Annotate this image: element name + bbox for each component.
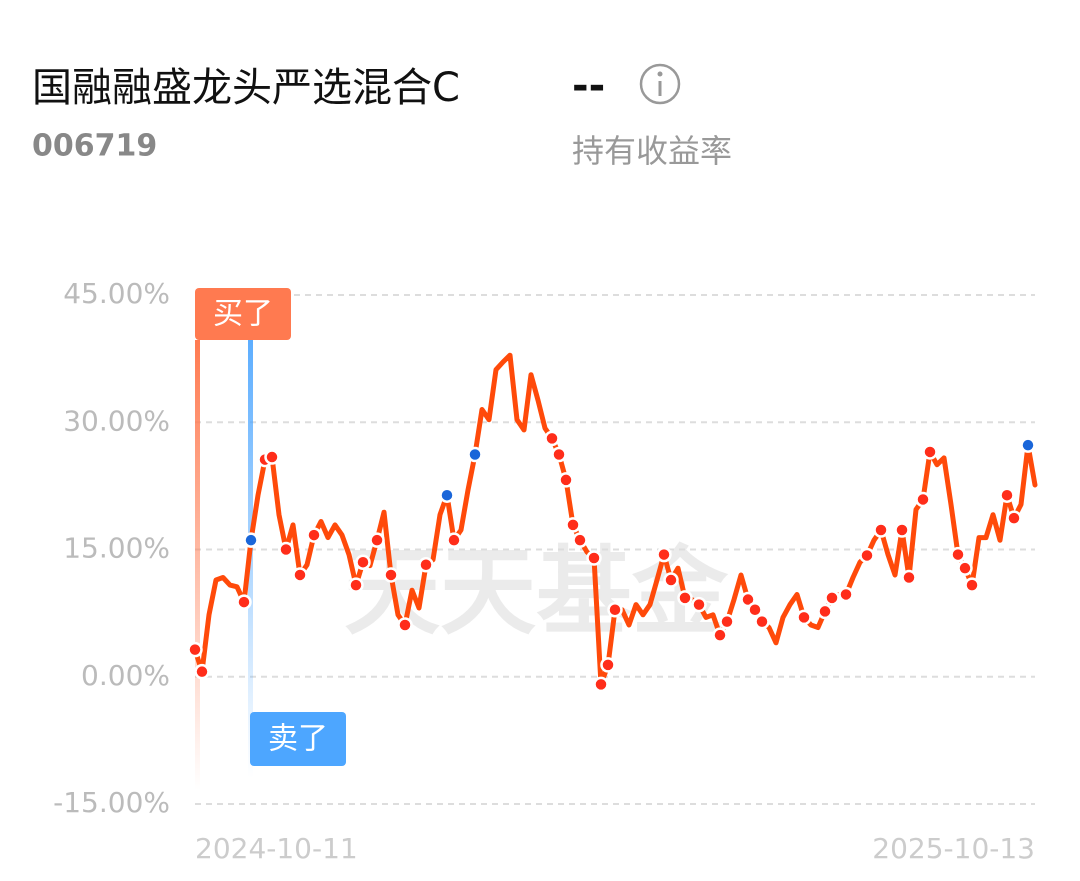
- buy-line: [195, 340, 200, 790]
- buy-point: [915, 491, 931, 508]
- buy-point: [950, 546, 966, 563]
- buy-point: [278, 541, 294, 558]
- buy-point: [901, 569, 917, 586]
- buy-point: [418, 557, 434, 573]
- buy-point: [873, 522, 889, 538]
- buy-point: [817, 603, 833, 620]
- y-tick-label: -15.00%: [53, 786, 170, 819]
- buy-point: [369, 532, 385, 548]
- sell-point: [1020, 437, 1036, 453]
- buy-point: [838, 586, 854, 603]
- buy-point: [957, 560, 973, 576]
- buy-point: [656, 546, 672, 563]
- buy-point: [691, 596, 707, 613]
- buy-point: [824, 590, 840, 606]
- buy-point: [593, 676, 609, 693]
- info-icon[interactable]: [639, 63, 681, 105]
- fund-title: 国融融盛龙头严选混合C: [32, 65, 460, 111]
- sell-badge-text: 卖了: [268, 722, 328, 757]
- buy-point: [194, 663, 210, 680]
- buy-badge-text: 买了: [213, 297, 273, 332]
- buy-point: [292, 567, 308, 583]
- value-caption: 持有收益率: [572, 132, 732, 170]
- buy-point: [999, 487, 1015, 503]
- buy-point: [306, 527, 322, 543]
- buy-point: [383, 567, 399, 583]
- buy-point: [677, 590, 693, 606]
- sell-point: [243, 532, 259, 548]
- fund-code: 006719: [32, 129, 157, 164]
- buy-point: [572, 532, 588, 548]
- buy-point: [586, 550, 602, 566]
- buy-point: [348, 577, 364, 593]
- buy-point: [607, 601, 623, 618]
- buy-point: [551, 446, 567, 463]
- y-tick-label: 15.00%: [63, 532, 170, 565]
- buy-point: [922, 444, 938, 460]
- buy-point: [747, 601, 763, 618]
- buy-point: [187, 641, 203, 658]
- buy-point: [712, 627, 728, 643]
- x-tick-label: 2024-10-11: [195, 832, 358, 865]
- buy-point: [740, 591, 756, 608]
- buy-point: [600, 657, 616, 673]
- buy-badge: 买了: [195, 288, 291, 340]
- buy-point: [894, 522, 910, 538]
- y-tick-label: 45.00%: [63, 277, 170, 310]
- buy-point: [565, 517, 581, 533]
- sell-point: [467, 446, 483, 463]
- buy-point: [558, 472, 574, 488]
- sell-point: [439, 487, 455, 503]
- buy-point: [264, 449, 280, 465]
- y-tick-label: 30.00%: [63, 404, 170, 437]
- buy-point: [754, 613, 770, 630]
- x-tick-label: 2025-10-13: [872, 832, 1035, 865]
- sell-badge: 卖了: [250, 712, 346, 766]
- buy-point: [663, 572, 679, 588]
- buy-point: [355, 554, 371, 570]
- buy-point: [719, 613, 735, 630]
- buy-point: [1006, 510, 1022, 526]
- header-value: --: [572, 63, 605, 109]
- buy-point: [236, 594, 252, 610]
- buy-point: [446, 532, 462, 548]
- buy-point: [964, 577, 980, 593]
- buy-point: [544, 430, 560, 447]
- y-tick-label: 0.00%: [81, 659, 170, 692]
- buy-point: [859, 547, 875, 564]
- buy-point: [796, 609, 812, 626]
- buy-point: [397, 617, 413, 633]
